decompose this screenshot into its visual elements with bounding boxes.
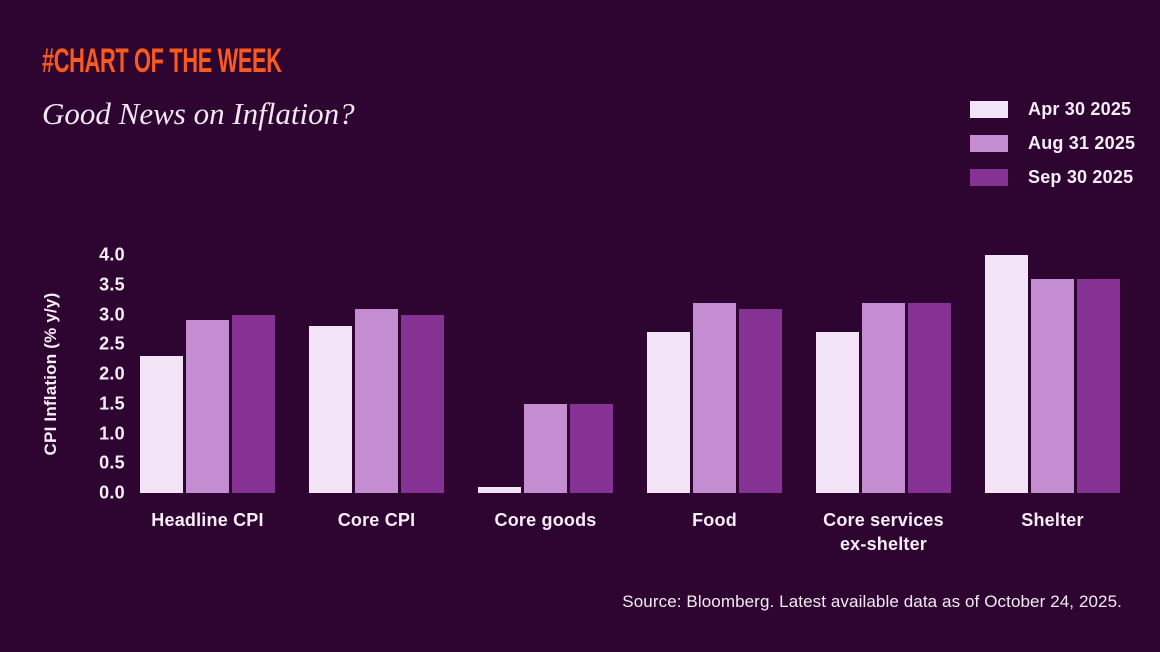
bar xyxy=(186,320,229,493)
y-tick-label: 3.0 xyxy=(99,304,125,324)
legend-label: Sep 30 2025 xyxy=(1028,166,1134,187)
y-tick-label: 2.5 xyxy=(99,333,125,354)
bar xyxy=(232,314,275,493)
chart-title: Good News on Inflation? xyxy=(42,96,355,131)
legend-swatch xyxy=(970,100,1008,118)
y-tick-label: 1.5 xyxy=(99,393,125,414)
bar xyxy=(985,255,1028,493)
y-tick-label: 0.5 xyxy=(99,452,125,473)
legend-swatch xyxy=(970,134,1008,152)
bar xyxy=(908,302,951,493)
bar xyxy=(816,332,859,493)
y-tick-label: 4.0 xyxy=(99,244,125,265)
bar xyxy=(570,403,613,493)
bar xyxy=(309,326,352,493)
category-label: Food xyxy=(692,510,737,530)
legend-item: Apr 30 2025 xyxy=(970,99,1135,119)
bar xyxy=(1077,278,1120,493)
bar xyxy=(1031,278,1074,493)
legend-label: Apr 30 2025 xyxy=(1028,98,1132,119)
bar xyxy=(355,308,398,493)
y-tick-label: 0.0 xyxy=(99,482,125,503)
y-tick-label: 3.5 xyxy=(99,274,125,295)
source-note: Source: Bloomberg. Latest available data… xyxy=(622,592,1122,611)
y-tick-label: 2.0 xyxy=(99,363,125,384)
category-label: Core goods xyxy=(494,510,597,530)
bar xyxy=(862,302,905,493)
legend-swatch xyxy=(970,168,1008,186)
bar xyxy=(401,314,444,493)
y-tick-label: 1.0 xyxy=(99,423,125,443)
category-label: Core services ex-shelter xyxy=(823,510,944,555)
bar xyxy=(478,487,521,493)
category-label: Shelter xyxy=(1021,510,1084,530)
legend: Apr 30 2025 Aug 31 2025 Sep 30 2025 xyxy=(970,99,1135,187)
bar xyxy=(524,403,567,493)
bar xyxy=(693,302,736,493)
kicker-heading: #CHART OF THE WEEK xyxy=(42,42,282,80)
legend-item: Sep 30 2025 xyxy=(970,167,1135,187)
bar xyxy=(739,308,782,493)
legend-item: Aug 31 2025 xyxy=(970,133,1135,153)
legend-label: Aug 31 2025 xyxy=(1028,132,1136,153)
category-label: Headline CPI xyxy=(151,510,264,530)
bar xyxy=(647,332,690,493)
bar xyxy=(140,356,183,493)
category-label: Core CPI xyxy=(337,510,416,530)
